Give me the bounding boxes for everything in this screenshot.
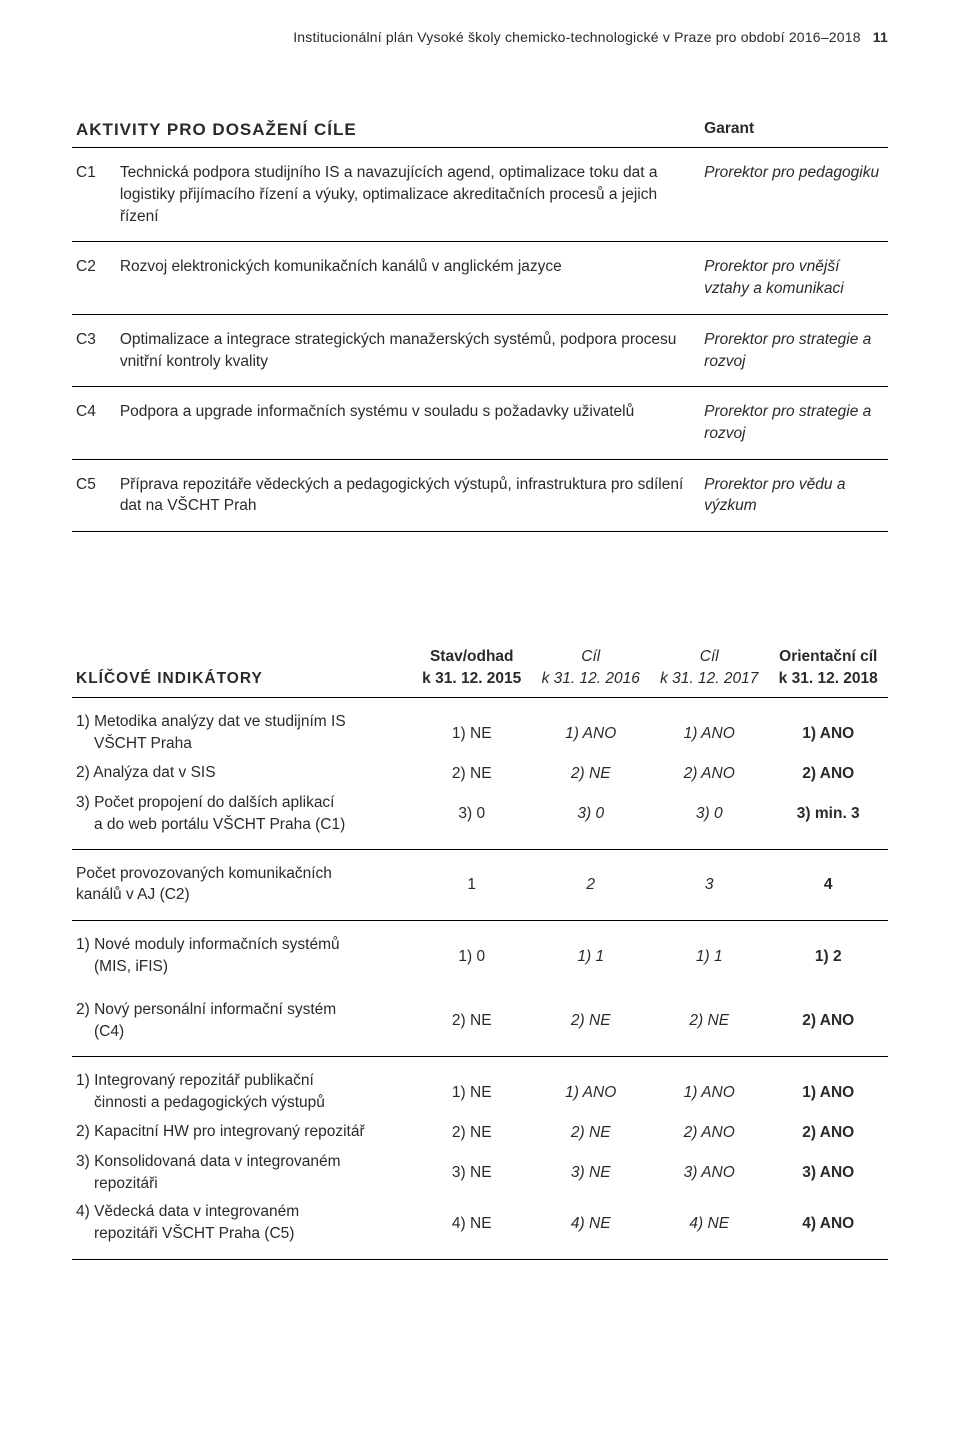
indicator-value: 2) NE xyxy=(412,996,531,1057)
indicator-row: 2) Kapacitní HW pro integrovaný repozitá… xyxy=(72,1118,888,1148)
indicator-value: 1) ANO xyxy=(650,1057,769,1118)
activity-desc: Technická podpora studijního IS a navazu… xyxy=(116,148,700,242)
garant-header: Garant xyxy=(700,104,888,148)
indicator-value: 1) ANO xyxy=(768,1057,888,1118)
indicator-value: 1) ANO xyxy=(650,698,769,759)
indicator-label: 1) Metodika analýzy dat ve studijním ISV… xyxy=(72,698,412,759)
indicator-row: 1) Integrovaný repozitář publikačníčinno… xyxy=(72,1057,888,1118)
indicator-value: 3) NE xyxy=(412,1148,531,1199)
indicator-label: Počet provozovaných komunikačníchkanálů … xyxy=(72,850,412,921)
activity-code: C2 xyxy=(72,242,116,314)
col-2017: Cíl k 31. 12. 2017 xyxy=(650,642,769,698)
page-header: Institucionální plán Vysoké školy chemic… xyxy=(72,28,888,48)
page-number: 11 xyxy=(873,29,888,45)
indicator-row: 1) Nové moduly informačních systémů(MIS,… xyxy=(72,921,888,996)
activity-desc: Příprava repozitáře vědeckých a pedagogi… xyxy=(116,459,700,531)
indicator-row: 2) Analýza dat v SIS2) NE2) NE2) ANO2) A… xyxy=(72,759,888,789)
indicator-value: 1) ANO xyxy=(531,1057,650,1118)
indicator-row: 4) Vědecká data v integrovanémrepozitáři… xyxy=(72,1198,888,1259)
activity-garant: Prorektor pro strategie a rozvoj xyxy=(700,314,888,386)
indicator-row: 2) Nový personální informační systém(C4)… xyxy=(72,996,888,1057)
indicator-value: 3 xyxy=(650,850,769,921)
indicator-value: 2) ANO xyxy=(650,759,769,789)
doc-title: Institucionální plán Vysoké školy chemic… xyxy=(293,29,860,45)
indicator-value: 2) ANO xyxy=(768,759,888,789)
activity-row: C1Technická podpora studijního IS a nava… xyxy=(72,148,888,242)
indicator-value: 1) 1 xyxy=(650,921,769,996)
indicator-value: 4) NE xyxy=(531,1198,650,1259)
indicator-value: 2 xyxy=(531,850,650,921)
col-2018: Orientační cíl k 31. 12. 2018 xyxy=(768,642,888,698)
activity-garant: Prorektor pro vnější vztahy a komunikaci xyxy=(700,242,888,314)
activity-desc: Rozvoj elektronických komunikačních kaná… xyxy=(116,242,700,314)
activity-garant: Prorektor pro pedagogiku xyxy=(700,148,888,242)
indicator-label: 1) Integrovaný repozitář publikačníčinno… xyxy=(72,1057,412,1118)
activity-code: C4 xyxy=(72,387,116,459)
indicator-value: 2) NE xyxy=(531,1118,650,1148)
indicator-label: 2) Kapacitní HW pro integrovaný repozitá… xyxy=(72,1118,412,1148)
indicator-value: 1) 1 xyxy=(531,921,650,996)
indicator-value: 4) NE xyxy=(650,1198,769,1259)
indicator-label: 3) Počet propojení do dalších aplikacía … xyxy=(72,789,412,850)
indicator-value: 1) ANO xyxy=(531,698,650,759)
indicator-row: 3) Počet propojení do dalších aplikacía … xyxy=(72,789,888,850)
activity-garant: Prorektor pro strategie a rozvoj xyxy=(700,387,888,459)
indicator-row: Počet provozovaných komunikačníchkanálů … xyxy=(72,850,888,921)
indicator-row: 1) Metodika analýzy dat ve studijním ISV… xyxy=(72,698,888,759)
indicator-value: 3) 0 xyxy=(412,789,531,850)
activity-row: C3Optimalizace a integrace strategických… xyxy=(72,314,888,386)
indicator-value: 3) NE xyxy=(531,1148,650,1199)
indicator-label: 2) Nový personální informační systém(C4) xyxy=(72,996,412,1057)
indicator-value: 2) NE xyxy=(412,1118,531,1148)
indicator-value: 1) 0 xyxy=(412,921,531,996)
col-2016: Cíl k 31. 12. 2016 xyxy=(531,642,650,698)
indicator-label: 1) Nové moduly informačních systémů(MIS,… xyxy=(72,921,412,996)
indicator-value: 1 xyxy=(412,850,531,921)
activity-row: C2Rozvoj elektronických komunikačních ka… xyxy=(72,242,888,314)
indicator-value: 3) ANO xyxy=(650,1148,769,1199)
indicator-value: 2) NE xyxy=(650,996,769,1057)
indicator-group: 1) Integrovaný repozitář publikačníčinno… xyxy=(72,1057,888,1260)
indicator-label: 2) Analýza dat v SIS xyxy=(72,759,412,789)
indicator-value: 4) ANO xyxy=(768,1198,888,1259)
indicator-value: 2) NE xyxy=(531,759,650,789)
activities-table: AKTIVITY PRO DOSAŽENÍ CÍLE Garant C1Tech… xyxy=(72,104,888,532)
indicator-value: 1) ANO xyxy=(768,698,888,759)
indicator-value: 4 xyxy=(768,850,888,921)
indicator-value: 3) min. 3 xyxy=(768,789,888,850)
indicator-group: 1) Nové moduly informačních systémů(MIS,… xyxy=(72,921,888,1057)
indicator-label: 4) Vědecká data v integrovanémrepozitáři… xyxy=(72,1198,412,1259)
activity-code: C3 xyxy=(72,314,116,386)
activity-code: C5 xyxy=(72,459,116,531)
indicator-value: 2) ANO xyxy=(650,1118,769,1148)
col-2015: Stav/odhad k 31. 12. 2015 xyxy=(412,642,531,698)
indicator-value: 4) NE xyxy=(412,1198,531,1259)
indicator-value: 2) ANO xyxy=(768,1118,888,1148)
indicator-value: 3) 0 xyxy=(531,789,650,850)
indicator-value: 3) 0 xyxy=(650,789,769,850)
indicator-value: 2) NE xyxy=(531,996,650,1057)
indicators-table: KLÍČOVÉ INDIKÁTORY Stav/odhad k 31. 12. … xyxy=(72,642,888,1260)
activity-code: C1 xyxy=(72,148,116,242)
indicator-row: 3) Konsolidovaná data v integrovanémrepo… xyxy=(72,1148,888,1199)
activity-desc: Podpora a upgrade informačních systému v… xyxy=(116,387,700,459)
indicator-value: 2) NE xyxy=(412,759,531,789)
indicator-value: 1) NE xyxy=(412,698,531,759)
activity-row: C4Podpora a upgrade informačních systému… xyxy=(72,387,888,459)
indicator-group: 1) Metodika analýzy dat ve studijním ISV… xyxy=(72,698,888,850)
indicators-title: KLÍČOVÉ INDIKÁTORY xyxy=(72,642,412,698)
indicator-value: 1) 2 xyxy=(768,921,888,996)
indicator-value: 2) ANO xyxy=(768,996,888,1057)
activity-row: C5Příprava repozitáře vědeckých a pedago… xyxy=(72,459,888,531)
activities-title: AKTIVITY PRO DOSAŽENÍ CÍLE xyxy=(76,120,357,139)
indicator-group: Počet provozovaných komunikačníchkanálů … xyxy=(72,850,888,921)
indicator-value: 3) ANO xyxy=(768,1148,888,1199)
activity-desc: Optimalizace a integrace strategických m… xyxy=(116,314,700,386)
indicator-label: 3) Konsolidovaná data v integrovanémrepo… xyxy=(72,1148,412,1199)
activity-garant: Prorektor pro vědu a výzkum xyxy=(700,459,888,531)
indicator-value: 1) NE xyxy=(412,1057,531,1118)
